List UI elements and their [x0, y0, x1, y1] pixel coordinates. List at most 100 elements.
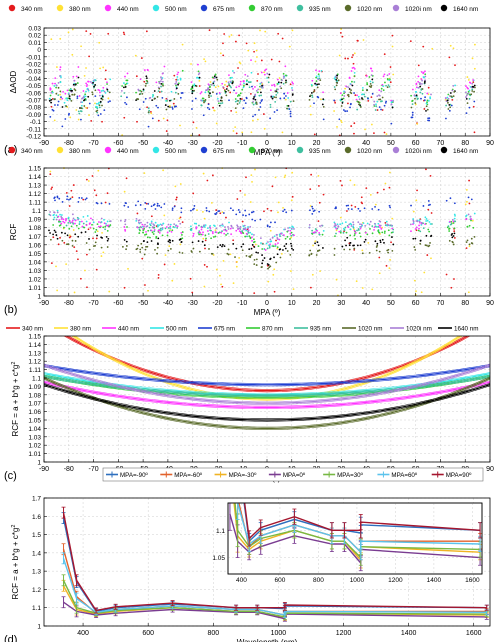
data-point [310, 92, 313, 94]
data-point [341, 245, 344, 248]
data-point [208, 226, 211, 229]
data-point [392, 99, 395, 102]
data-point [221, 223, 224, 226]
data-point [123, 190, 126, 193]
data-point [430, 93, 432, 96]
data-point [78, 196, 81, 199]
data-point [335, 81, 338, 84]
data-point [68, 97, 71, 100]
data-point [123, 33, 126, 36]
data-point [231, 70, 234, 72]
data-point [157, 276, 160, 279]
data-point [308, 98, 311, 101]
data-point [180, 240, 183, 243]
data-point [375, 225, 378, 228]
data-point [383, 188, 385, 191]
data-point [85, 253, 88, 256]
data-point [411, 111, 414, 114]
data-point [427, 208, 430, 211]
data-point [228, 35, 231, 38]
data-point [250, 59, 252, 62]
data-point [211, 91, 214, 94]
data-point [53, 196, 56, 199]
data-point [419, 230, 422, 233]
data-point [356, 108, 359, 111]
data-point [90, 217, 92, 220]
data-point [449, 95, 451, 97]
data-point [59, 66, 62, 69]
data-point [121, 245, 124, 248]
data-point [311, 229, 314, 232]
data-point [78, 223, 81, 225]
data-point [101, 95, 104, 98]
data-point [207, 90, 210, 93]
data-point [416, 97, 419, 100]
data-point [378, 250, 381, 253]
data-point [269, 117, 271, 120]
data-point [180, 231, 183, 234]
data-point [450, 220, 453, 223]
data-point [259, 85, 262, 88]
data-point [64, 118, 67, 120]
data-point [357, 103, 360, 106]
data-point [181, 234, 183, 236]
data-point [147, 69, 149, 72]
data-point [51, 91, 54, 94]
data-point [165, 226, 168, 228]
data-point [63, 221, 66, 224]
data-point [387, 224, 390, 227]
data-point [135, 220, 138, 222]
data-point [359, 106, 362, 108]
data-point [95, 237, 98, 240]
data-point [428, 119, 431, 122]
data-point [319, 270, 321, 273]
data-point [271, 97, 274, 100]
data-point [164, 254, 167, 257]
data-point [222, 259, 225, 262]
data-point [158, 229, 161, 232]
data-point [85, 85, 88, 88]
data-point [169, 239, 171, 242]
data-point [429, 242, 431, 244]
data-point [152, 223, 155, 226]
data-point [451, 232, 454, 235]
data-point [225, 216, 227, 219]
data-point [54, 231, 57, 234]
data-point [147, 289, 149, 292]
data-point [127, 267, 129, 270]
data-point [281, 131, 284, 134]
data-point [124, 101, 126, 104]
legend-marker [248, 146, 256, 154]
data-point [253, 234, 255, 236]
data-point [245, 42, 248, 45]
data-point [200, 228, 203, 231]
y-tick-label: 1.15 [28, 334, 41, 341]
data-point [287, 227, 289, 229]
data-point [276, 91, 279, 94]
data-point [288, 108, 291, 110]
data-point [83, 74, 86, 77]
data-point [420, 97, 422, 100]
data-point [122, 31, 125, 34]
data-point [142, 101, 145, 103]
data-point [311, 273, 314, 276]
data-point [86, 215, 89, 217]
data-point [273, 268, 276, 271]
legend-label: 340 nm [21, 6, 43, 13]
data-point [87, 88, 90, 91]
data-point [245, 254, 248, 257]
data-point [124, 75, 126, 78]
data-point [174, 82, 177, 85]
data-point [338, 54, 341, 57]
data-point [146, 82, 149, 84]
data-point [467, 87, 469, 90]
data-point [472, 105, 475, 108]
data-point [284, 74, 287, 77]
data-point [229, 207, 232, 210]
data-point [282, 72, 285, 75]
data-point [266, 72, 269, 75]
fit-curve [72, 336, 462, 400]
data-point [207, 103, 210, 106]
data-point [225, 90, 227, 93]
data-point [347, 226, 350, 228]
